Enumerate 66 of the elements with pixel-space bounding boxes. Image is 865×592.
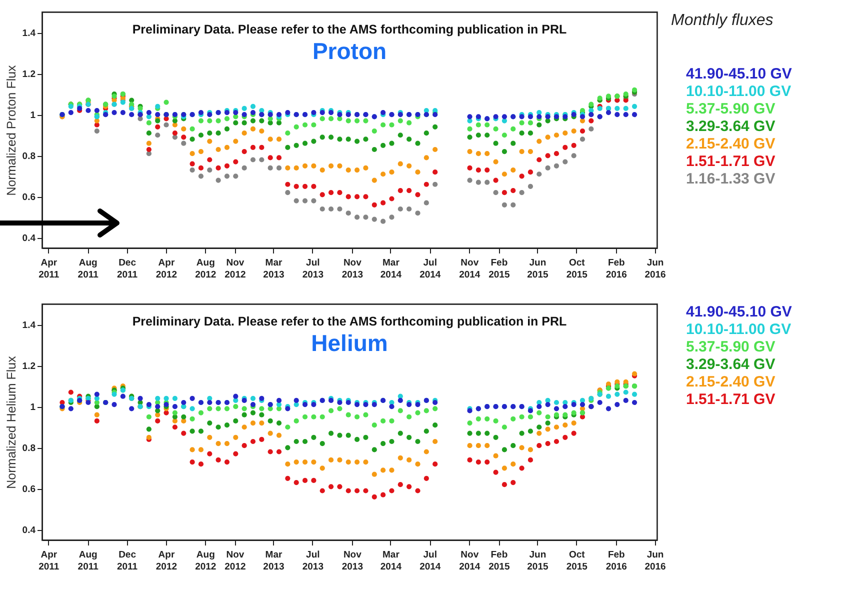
x-tick-label: Jun 2016 [644, 258, 666, 280]
text: 2.15-2.40 GV [686, 374, 776, 390]
x-tick-label: Nov 2012 [224, 258, 246, 280]
x-tick-label: Nov 2013 [342, 258, 363, 280]
x-tick-label: Aug 2011 [78, 258, 100, 280]
y-tick-label: 0.6 [22, 484, 36, 496]
x-tick-label: Oct 2015 [566, 258, 588, 280]
text: 41.90-45.10 GV [686, 66, 792, 82]
x-tick-label: Apr 2012 [156, 550, 178, 572]
x-tick-label: Aug 2012 [195, 550, 216, 572]
text: 2.15-2.40 GV [686, 136, 776, 152]
x-tick-label: Mar 2014 [380, 550, 402, 572]
text: 1.51-1.71 GV [686, 391, 776, 408]
x-tick-label: Nov 2014 [459, 550, 481, 572]
x-tick-label: Jul 2013 [302, 550, 324, 572]
x-tick-label: Nov 2012 [224, 550, 246, 572]
y-tick-label: 1 [30, 402, 36, 414]
x-tick-label: Feb 2015 [488, 258, 510, 280]
y-tick-label: 1 [30, 110, 36, 122]
x-tick-label: Jul 2014 [420, 550, 442, 572]
text: Preliminary Data. Please refer to the AMS forthcoming publication in PRL [132, 22, 568, 36]
x-tick-label: Feb 2016 [606, 258, 627, 280]
x-tick-label: Aug 2012 [195, 258, 216, 280]
legend-title: Monthly fluxes [671, 12, 774, 29]
text: 5.37-5.90 GV [686, 338, 776, 356]
y-tick-label: 0.8 [22, 151, 36, 162]
x-tick-label: Apr 2011 [38, 258, 60, 280]
text: 10.10-11.00 GV [686, 321, 792, 338]
y-tick-label: 1.4 [22, 28, 36, 40]
y-tick-label: 0.8 [22, 443, 36, 454]
x-tick-label: Aug 2011 [78, 550, 100, 572]
y-tick-label: 1.2 [22, 361, 36, 372]
text: 41.90-45.10 GV [686, 304, 792, 320]
text: Preliminary Data. Please refer to the AMS forthcoming publication in PRL [132, 314, 568, 328]
x-tick-label: Feb 2016 [606, 550, 627, 572]
text: 10.10-11.00 GV [686, 83, 792, 100]
x-tick-label: Dec 2011 [116, 258, 138, 280]
x-tick-label: Jul 2014 [420, 258, 442, 280]
x-tick-label: Feb 2015 [488, 550, 510, 572]
y-axis-title: Normalized Proton Flux [4, 64, 18, 196]
x-tick-label: Dec 2011 [116, 550, 138, 572]
y-axis-title: Normalized Helium Flux [4, 355, 18, 489]
x-tick-label: Apr 2012 [156, 258, 178, 280]
x-tick-label: Mar 2014 [380, 258, 402, 280]
text: 5.37-5.90 GV [686, 100, 776, 118]
x-tick-label: Nov 2014 [459, 258, 481, 280]
y-tick-label: 0.4 [22, 525, 36, 536]
y-tick-label: 0.4 [22, 233, 36, 244]
text: 3.29-3.64 GV [686, 118, 776, 135]
text: Helium [311, 330, 388, 356]
x-tick-label: Jun 2015 [527, 550, 549, 572]
y-tick-label: 1.2 [22, 69, 36, 80]
text: Proton [312, 38, 387, 64]
y-tick-label: 1.4 [22, 320, 36, 332]
x-tick-label: Jul 2013 [302, 258, 324, 280]
text: 3.29-3.64 GV [686, 356, 776, 373]
x-tick-label: Jun 2016 [644, 550, 666, 572]
x-tick-label: Apr 2011 [38, 550, 60, 572]
x-tick-label: Nov 2013 [342, 550, 363, 572]
x-tick-label: Mar 2013 [263, 550, 284, 572]
x-tick-label: Mar 2013 [263, 258, 284, 280]
text: 1.51-1.71 GV [686, 153, 776, 170]
x-tick-label: Jun 2015 [527, 258, 549, 280]
text: 1.16-1.33 GV [686, 170, 776, 188]
x-tick-label: Oct 2015 [566, 550, 588, 572]
y-tick-label: 0.6 [22, 192, 36, 204]
